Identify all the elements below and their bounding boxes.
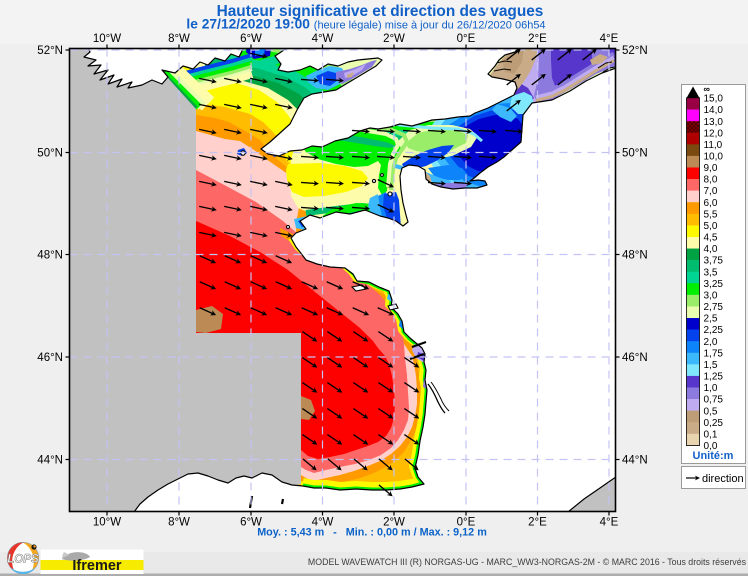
svg-text:5,5: 5,5 xyxy=(704,209,718,220)
svg-text:2°E: 2°E xyxy=(528,517,547,529)
svg-text:6°W: 6°W xyxy=(240,33,262,45)
svg-text:0°E: 0°E xyxy=(457,33,476,45)
svg-text:Unité:m: Unité:m xyxy=(693,450,734,462)
svg-text:3,0: 3,0 xyxy=(704,290,718,301)
svg-text:48°N: 48°N xyxy=(37,250,63,262)
svg-text:4,5: 4,5 xyxy=(704,233,718,244)
svg-text:2,0: 2,0 xyxy=(704,337,718,348)
svg-text:8,0: 8,0 xyxy=(704,175,718,186)
svg-text:2,25: 2,25 xyxy=(704,325,724,336)
svg-text:52°N: 52°N xyxy=(37,45,63,57)
svg-text:4°W: 4°W xyxy=(312,33,334,45)
svg-text:4°E: 4°E xyxy=(600,33,619,45)
svg-text:∞: ∞ xyxy=(704,84,711,94)
svg-text:Ifremer: Ifremer xyxy=(72,558,122,574)
svg-text:0,75: 0,75 xyxy=(704,395,724,406)
svg-text:MODEL WAVEWATCH III (R) NORGAS: MODEL WAVEWATCH III (R) NORGAS-UG - MARC… xyxy=(308,557,747,567)
svg-text:Moy. : 5,43 m - Min. : 0,0: Moy. : 5,43 m - Min. : 0,00 m / Max. : 9… xyxy=(257,527,487,539)
svg-text:10°W: 10°W xyxy=(93,33,121,45)
svg-text:1,75: 1,75 xyxy=(704,348,724,359)
svg-text:Hauteur significative et direc: Hauteur significative et direction des v… xyxy=(217,3,544,20)
svg-text:4°W: 4°W xyxy=(312,517,334,529)
svg-text:7,0: 7,0 xyxy=(704,186,718,197)
svg-text:1,25: 1,25 xyxy=(704,372,724,383)
svg-text:48°N: 48°N xyxy=(622,250,648,262)
svg-text:46°N: 46°N xyxy=(37,352,63,364)
svg-text:0°E: 0°E xyxy=(457,517,476,529)
svg-text:le 27/12/2020 19:00 (heure lég: le 27/12/2020 19:00 (heure légale) mise … xyxy=(186,17,545,32)
svg-text:6,0: 6,0 xyxy=(704,198,718,209)
svg-text:LOPS: LOPS xyxy=(7,554,39,566)
svg-text:14,0: 14,0 xyxy=(704,105,724,116)
svg-text:2°W: 2°W xyxy=(383,33,405,45)
svg-text:0,0: 0,0 xyxy=(704,441,718,452)
svg-text:2°W: 2°W xyxy=(383,517,405,529)
svg-text:11,0: 11,0 xyxy=(704,140,723,151)
svg-text:2°E: 2°E xyxy=(528,33,547,45)
svg-text:8°W: 8°W xyxy=(168,33,190,45)
svg-text:3,5: 3,5 xyxy=(704,267,718,278)
svg-text:10,0: 10,0 xyxy=(704,152,724,163)
svg-text:46°N: 46°N xyxy=(622,352,648,364)
svg-text:44°N: 44°N xyxy=(37,455,63,467)
svg-text:2,5: 2,5 xyxy=(704,314,718,325)
svg-text:1,5: 1,5 xyxy=(704,360,718,371)
svg-text:3,75: 3,75 xyxy=(704,256,724,267)
svg-text:4,0: 4,0 xyxy=(704,244,718,255)
svg-text:13,0: 13,0 xyxy=(704,117,724,128)
svg-text:0,1: 0,1 xyxy=(704,429,718,440)
svg-text:15,0: 15,0 xyxy=(704,94,724,105)
svg-text:4°E: 4°E xyxy=(600,517,619,529)
svg-text:direction: direction xyxy=(702,473,744,485)
svg-text:5,0: 5,0 xyxy=(704,221,718,232)
svg-text:50°N: 50°N xyxy=(37,148,63,160)
svg-text:0,5: 0,5 xyxy=(704,406,718,417)
svg-text:10°W: 10°W xyxy=(93,517,121,529)
svg-text:2,75: 2,75 xyxy=(704,302,724,313)
svg-text:9,0: 9,0 xyxy=(704,163,718,174)
svg-text:50°N: 50°N xyxy=(622,148,648,160)
svg-text:6°W: 6°W xyxy=(240,517,262,529)
svg-text:12,0: 12,0 xyxy=(704,128,724,139)
svg-text:3,25: 3,25 xyxy=(704,279,724,290)
svg-text:8°W: 8°W xyxy=(168,517,190,529)
svg-text:44°N: 44°N xyxy=(622,455,648,467)
svg-text:0,25: 0,25 xyxy=(704,418,724,429)
svg-text:1,0: 1,0 xyxy=(704,383,718,394)
svg-text:52°N: 52°N xyxy=(622,45,648,57)
